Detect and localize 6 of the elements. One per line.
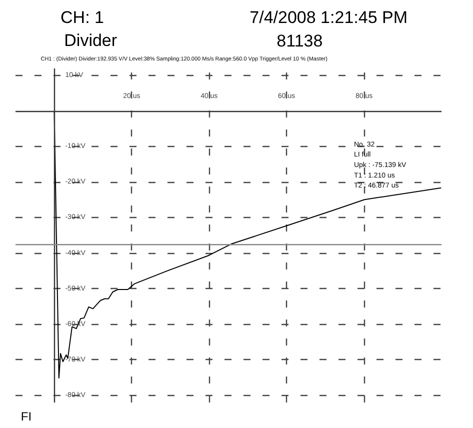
line-series — [54, 110, 442, 378]
chart-title: CH: 1 — [60, 8, 104, 27]
text: FI — [20, 410, 32, 424]
text: 7/4/2008 1:21:45 PM — [250, 8, 408, 27]
text: 81138 — [276, 32, 323, 50]
chart-subtitle: Divider — [64, 31, 118, 50]
